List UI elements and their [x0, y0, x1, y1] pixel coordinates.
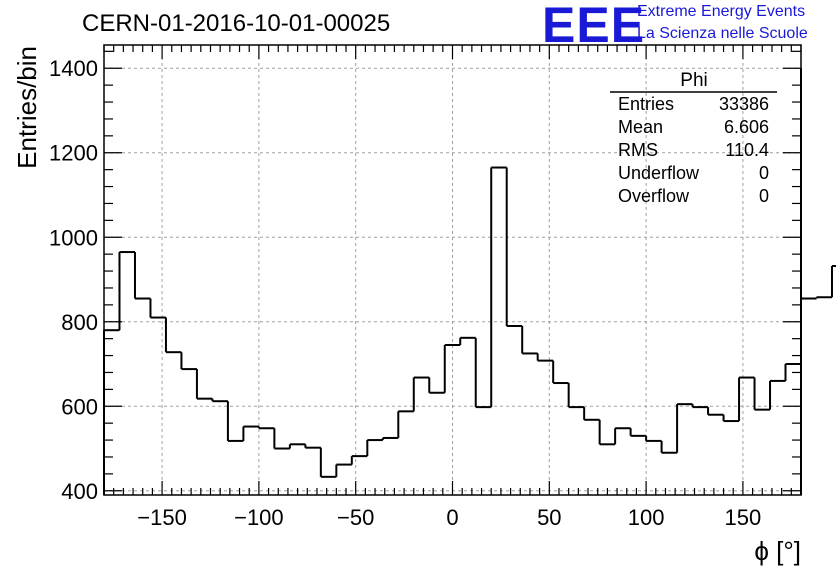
histogram-bin: [459, 336, 476, 345]
stats-label: RMS: [618, 140, 658, 160]
page-title: CERN-01-2016-10-01-00025: [82, 10, 391, 37]
stats-label: Mean: [618, 117, 663, 137]
histogram-bin: [552, 360, 569, 385]
histogram-bin: [428, 377, 445, 394]
y-tick-label: 1400: [49, 56, 98, 81]
histogram-bin: [598, 419, 616, 446]
x-axis-label: ϕ [°]: [754, 536, 801, 566]
histogram-bin: [505, 167, 523, 327]
histogram-bin: [149, 298, 166, 319]
histogram-bin: [629, 428, 647, 437]
stats-rows: Entries 33386 Mean 6.606 RMS 110.4 Underflow 0 O…: [618, 94, 769, 206]
stats-value: 110.4: [725, 140, 769, 160]
histogram-bin: [226, 401, 244, 442]
histogram-bin: [180, 352, 197, 371]
histogram-bin: [521, 325, 538, 355]
stats-label: Underflow: [618, 163, 700, 183]
logo-subtitle-line2: La Scienza nelle Scuole: [637, 25, 808, 42]
histogram-bin: [304, 444, 321, 449]
histogram-bin: [103, 329, 120, 495]
y-axis-label: Entries/bin: [12, 46, 42, 169]
x-tick-label: −50: [337, 505, 374, 530]
histogram-bin: [335, 463, 352, 477]
histogram-bin: [397, 410, 414, 438]
x-tick-label: −100: [234, 505, 284, 530]
histogram-bin: [443, 344, 461, 393]
histogram-bin: [288, 443, 306, 449]
stats-box: Phi Entries 33386 Mean 6.606 RMS 110.4 Underfl…: [610, 70, 777, 206]
histogram-bin: [195, 369, 213, 400]
histogram-bin: [536, 353, 554, 362]
histogram-bin: [474, 337, 492, 409]
y-tick-label: 1000: [49, 225, 98, 250]
histogram-bin: [614, 427, 631, 445]
histogram-bin: [660, 440, 678, 454]
histogram-bin: [273, 428, 290, 450]
histogram-bin: [164, 317, 182, 354]
y-tick-label: 1200: [49, 141, 98, 166]
histogram-bin: [815, 296, 832, 299]
histogram-bin: [583, 407, 600, 421]
eee-logo: EEE: [542, 0, 646, 53]
histogram-bin: [722, 414, 740, 423]
histogram-bin: [211, 398, 228, 403]
grid: [104, 45, 801, 495]
histogram-bin: [567, 383, 585, 409]
histogram-bin: [707, 407, 724, 416]
histogram-bin: [133, 252, 151, 300]
y-tick-label: 400: [61, 479, 98, 504]
x-tick-label: 0: [446, 505, 458, 530]
histogram-bin: [784, 363, 801, 381]
y-tick-label: 800: [61, 310, 98, 335]
stats-value: 0: [759, 186, 769, 206]
histogram-bin: [830, 264, 836, 298]
histogram-bin: [350, 455, 368, 465]
histogram-bin: [319, 447, 337, 478]
x-tick-label: 100: [628, 505, 665, 530]
stats-label: Entries: [618, 94, 674, 114]
histogram-bin: [412, 376, 430, 412]
stats-value: 0: [759, 163, 769, 183]
stats-title: Phi: [680, 70, 707, 91]
x-tick-label: 50: [537, 505, 561, 530]
stats-value: 6.606: [724, 117, 769, 137]
histogram-bin: [118, 251, 135, 331]
histogram-bin: [381, 436, 399, 441]
histogram-bin: [738, 376, 755, 422]
x-tick-label: −150: [137, 505, 187, 530]
histogram-bin: [490, 166, 507, 408]
y-tick-label: 600: [61, 394, 98, 419]
histogram-bin: [242, 425, 259, 441]
tick-labels: −150 −100 −50 0 50 100 150 400 600 800 1000 1200 140…: [49, 56, 761, 530]
x-tick-label: 150: [725, 505, 762, 530]
histogram-bin: [676, 403, 693, 453]
histogram-bin: [769, 379, 786, 410]
histogram-bin: [366, 439, 383, 457]
stats-label: Overflow: [618, 186, 690, 206]
logo-subtitle-line1: Extreme Energy Events: [637, 3, 806, 20]
stats-value: 33386: [719, 94, 769, 114]
histogram-bin: [691, 404, 709, 409]
histogram-bin: [645, 435, 662, 442]
axis-ticks: [103, 45, 802, 495]
histogram-bin: [800, 297, 817, 365]
histogram-bin: [753, 377, 771, 411]
histogram-bin: [257, 426, 275, 430]
